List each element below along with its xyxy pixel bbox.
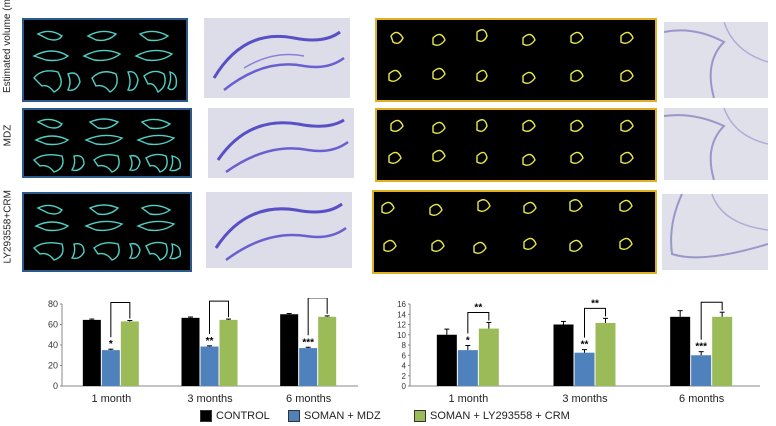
y-tick-label: 12: [397, 321, 406, 330]
row-label-mdz: MDZ: [2, 124, 14, 147]
y-tick-label: 0: [402, 382, 407, 391]
bar: [299, 348, 318, 386]
y-tick-label: 20: [48, 361, 58, 371]
legend-label-mdz: SOMAN + MDZ: [304, 410, 381, 422]
bar: [691, 355, 712, 386]
histology-image: [216, 118, 349, 174]
amygdala-trace-panel-control: [375, 18, 657, 102]
histology-image: [212, 30, 345, 91]
hippocampus-traces: [32, 118, 182, 173]
bar: [120, 321, 139, 386]
x-category-label: 1 month: [91, 393, 131, 405]
amygdala-trace-panel-mdz: [375, 108, 657, 182]
bar: [280, 314, 299, 386]
bar: [712, 316, 733, 386]
bar: [457, 350, 478, 386]
significance-bracket: [467, 311, 490, 334]
amygdala-histology-mdz: [664, 108, 768, 180]
bracket-mark: *: [118, 298, 122, 304]
legend-swatch-ly: [414, 410, 426, 422]
x-category-label: 6 months: [286, 393, 332, 405]
histology-image: [664, 108, 768, 180]
bar: [670, 316, 691, 386]
legend-item-ly: SOMAN + LY293558 + CRM: [414, 410, 570, 422]
legend-item-mdz: SOMAN + MDZ: [288, 410, 381, 422]
amygdala-traces: [381, 199, 633, 255]
x-category-label: 3 months: [562, 393, 608, 405]
x-category-label: 6 months: [679, 393, 725, 405]
bracket-mark: **: [708, 298, 716, 303]
bracket-mark: *: [217, 298, 221, 302]
significance-bracket: [584, 307, 606, 338]
significance-mark: **: [206, 336, 214, 347]
histology-image: [214, 202, 347, 262]
y-tick-label: 6: [402, 351, 407, 360]
histology-image: [670, 194, 768, 259]
hippocampus-histology-control: [204, 18, 350, 98]
bracket-mark: **: [474, 302, 482, 313]
bar: [318, 316, 337, 386]
y-tick-label: 0: [53, 381, 58, 391]
y-tick-label: 60: [48, 320, 58, 330]
amygdala-traces: [388, 29, 634, 85]
bar: [436, 334, 457, 386]
bar: [101, 350, 120, 386]
legend-label-ly: SOMAN + LY293558 + CRM: [430, 410, 570, 422]
legend-item-control: CONTROL: [200, 410, 270, 422]
bar: [574, 352, 595, 386]
bar: [595, 322, 616, 386]
y-tick-label: 80: [48, 299, 58, 309]
bar: [82, 319, 101, 386]
bracket-mark: **: [314, 298, 322, 299]
y-tick-label: 10: [397, 331, 406, 340]
x-category-label: 1 month: [448, 393, 488, 405]
legend-swatch-mdz: [288, 410, 300, 422]
bar: [219, 319, 238, 386]
legend-swatch-control: [200, 410, 212, 422]
y-tick-label: 8: [402, 341, 407, 350]
row-label-control: Estimated volume (mm³): [2, 0, 13, 93]
hippocampus-trace-panel-mdz: [22, 108, 192, 178]
bar: [200, 346, 219, 386]
y-tick-label: 40: [48, 340, 58, 350]
y-tick-label: 4: [402, 362, 407, 371]
hippocampus-histology-mdz: [208, 108, 354, 178]
significance-mark: *: [466, 336, 470, 347]
amygdala-trace-panel-ly: [372, 190, 657, 274]
significance-bracket: [209, 300, 229, 334]
amygdala-histology-control: [664, 22, 768, 98]
y-tick-label: 14: [397, 310, 406, 319]
bar: [181, 317, 200, 386]
amygdala-histology-ly: [662, 194, 768, 270]
chart-legend: CONTROL SOMAN + MDZ SOMAN + LY293558 + C…: [0, 410, 776, 426]
bracket-mark: **: [591, 298, 599, 309]
row-label-ly: LY293558+CRM: [2, 190, 14, 264]
legend-label-control: CONTROL: [216, 410, 270, 422]
bar: [553, 324, 574, 386]
histology-image: [664, 22, 768, 98]
significance-mark: **: [581, 340, 589, 351]
significance-mark: *: [109, 339, 113, 350]
bar: [478, 328, 499, 386]
y-tick-label: 2: [402, 372, 407, 381]
significance-bracket: [307, 298, 328, 336]
hippocampus-traces: [32, 204, 182, 261]
hippocampus-trace-panel-control: [22, 18, 188, 102]
x-category-label: 3 months: [187, 393, 233, 405]
hippocampus-histology-ly: [206, 192, 352, 268]
amygdala-traces: [388, 119, 634, 167]
significance-mark: ***: [695, 342, 707, 353]
y-tick-label: 16: [397, 300, 406, 309]
significance-bracket: [700, 301, 723, 340]
significance-bracket: [110, 302, 131, 338]
hippocampus-traces: [32, 30, 178, 94]
significance-mark: ***: [302, 337, 314, 348]
hippocampus-trace-panel-ly: [22, 192, 192, 272]
